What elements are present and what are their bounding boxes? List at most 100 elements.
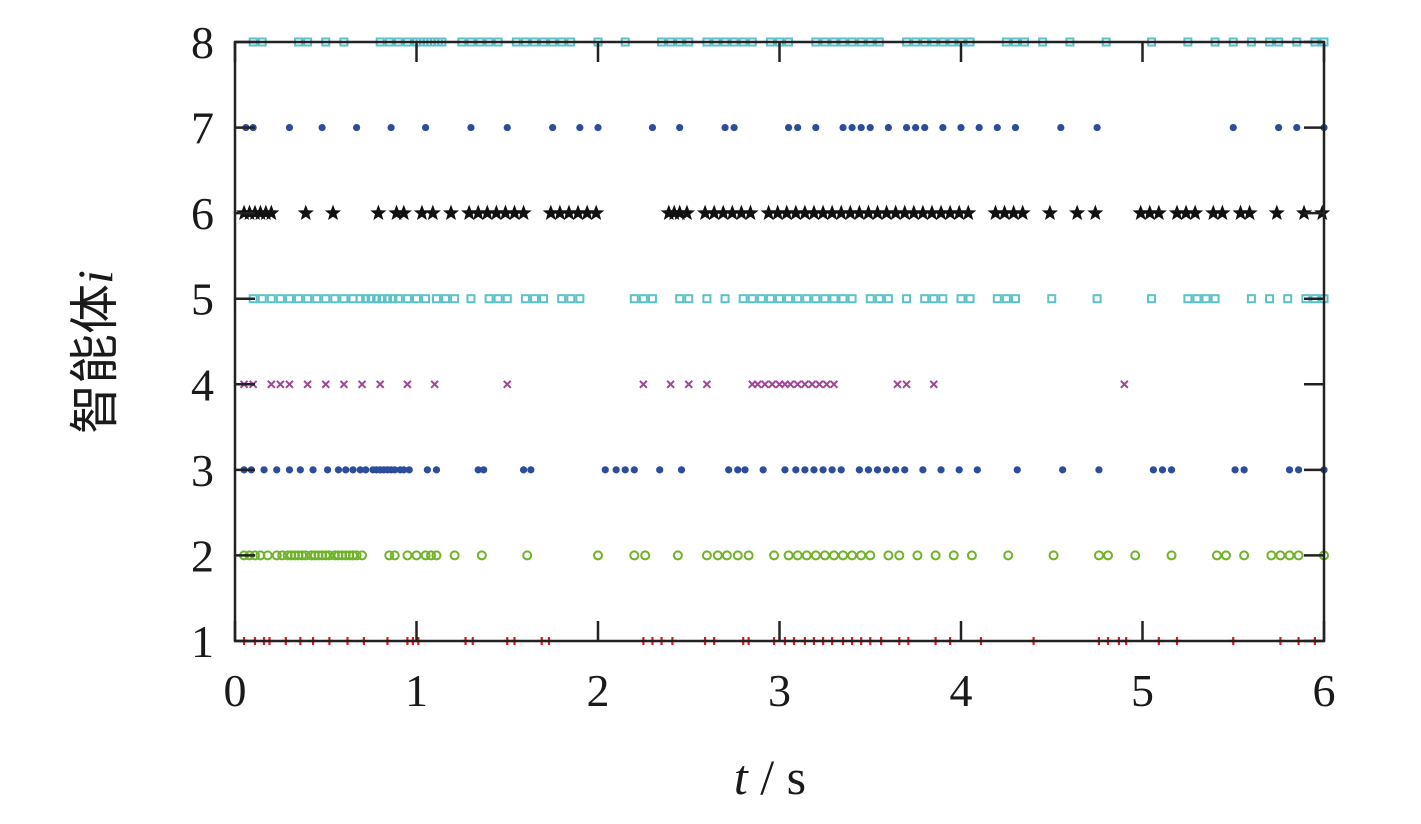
data-point [370,204,387,221]
data-point [1284,550,1295,561]
x-axis-unit: s [787,749,806,805]
data-point [760,204,777,221]
data-point [856,550,867,561]
data-point [262,550,273,561]
data-point [334,466,343,474]
data-point [393,294,403,304]
x-axis-separator: / [748,749,787,805]
data-point [467,123,475,132]
data-point [842,204,859,221]
data-point [1103,550,1114,561]
data-point [860,204,877,221]
data-point [347,550,358,561]
data-point [1095,466,1103,474]
data-point [412,294,421,304]
data-point [912,550,923,561]
x-tick-label: 1 [405,665,428,716]
data-point [920,294,930,304]
data-point [992,294,1002,304]
data-point [702,294,712,304]
data-point [294,294,304,304]
data-point [1005,204,1022,221]
data-point [684,380,693,389]
data-point [929,294,939,304]
data-point [1041,204,1059,221]
data-point [787,204,804,221]
data-point [309,466,317,474]
data-point [939,123,947,132]
data-point [506,204,523,221]
data-point [769,550,780,561]
data-point [893,380,902,389]
data-point [277,550,288,561]
data-point [902,123,911,132]
data-point [833,204,850,221]
data-point [828,550,839,561]
data-point [715,204,732,221]
data-point [356,466,364,474]
series-agent-7 [242,123,1328,132]
data-point [479,204,496,221]
data-point [1220,550,1231,561]
data-point [476,550,487,561]
x-tick-label: 6 [1313,665,1336,716]
data-point [470,204,487,221]
data-point [1231,466,1239,474]
data-point [542,204,559,221]
data-point [411,550,422,561]
data-point [1130,550,1141,561]
data-point [395,204,412,221]
data-point [588,204,605,221]
data-point [349,466,357,474]
data-point [793,294,803,304]
data-point [733,204,750,221]
data-point [357,550,368,561]
data-point [765,294,775,304]
data-point [1229,123,1237,132]
data-point [1210,294,1220,304]
data-point [391,466,399,474]
data-point [829,380,839,389]
data-point [987,204,1004,221]
data-point [1092,294,1102,304]
data-point [1069,204,1086,221]
data-point [576,123,584,132]
series-agent-5 [248,294,1329,304]
data-point [1183,294,1193,304]
data-point [810,466,818,474]
data-point [503,380,512,389]
data-point [560,204,578,221]
data-point [566,294,576,304]
data-point [1093,123,1101,132]
y-tick-label: 1 [191,616,214,667]
data-point [838,550,849,561]
data-point [400,466,408,474]
data-point [323,466,332,474]
data-point [549,123,557,132]
data-point [965,294,975,304]
data-point [484,294,494,304]
data-point [666,380,675,389]
data-point [851,204,868,221]
x-tick-label: 2 [587,665,610,716]
data-point [260,466,268,474]
data-point [720,294,730,304]
data-point [1214,204,1231,221]
data-point [421,123,430,132]
data-point [303,294,313,304]
data-point [656,466,664,474]
data-point [1285,466,1294,474]
data-point [1294,466,1303,474]
data-point [960,204,977,221]
data-point [519,466,528,474]
data-point [1201,294,1211,304]
data-point [1232,204,1249,221]
data-point [829,294,839,304]
data-point [1275,550,1286,561]
data-point [747,294,757,304]
data-point [527,466,535,474]
data-point [678,204,696,221]
data-point [793,380,802,389]
data-point [951,204,968,221]
data-point [753,380,762,389]
